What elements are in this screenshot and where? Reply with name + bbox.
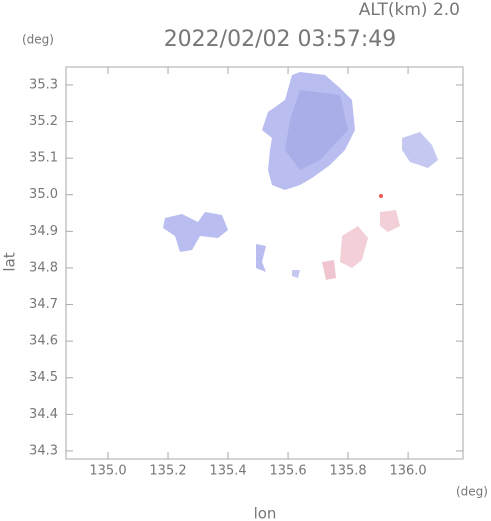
y-tick-label: 34.9 bbox=[29, 224, 58, 239]
y-tick-label: 35.3 bbox=[29, 77, 58, 92]
y-tick-label: 35.2 bbox=[29, 114, 58, 129]
y-tick-label: 35.0 bbox=[29, 187, 58, 202]
y-tick-label: 34.5 bbox=[29, 370, 58, 385]
x-tick-label: 135.4 bbox=[209, 464, 246, 479]
y-tick-label: 35.1 bbox=[29, 151, 58, 166]
y-axis-label: lat bbox=[1, 252, 19, 271]
x-tick-label: 135.0 bbox=[89, 464, 126, 479]
x-unit: (deg) bbox=[456, 485, 488, 499]
x-tick-label: 135.2 bbox=[149, 464, 186, 479]
altitude-label: ALT(km) 2.0 bbox=[359, 0, 460, 20]
x-axis-label: lon bbox=[254, 505, 277, 521]
x-tick-label: 135.6 bbox=[269, 464, 306, 479]
y-unit: (deg) bbox=[22, 33, 54, 47]
y-tick-label: 34.3 bbox=[29, 443, 58, 458]
x-tick-label: 135.8 bbox=[329, 464, 366, 479]
plot-frame bbox=[65, 66, 464, 460]
x-tick-label: 136.0 bbox=[389, 464, 426, 479]
y-tick-label: 34.6 bbox=[29, 334, 58, 349]
chart-title: 2022/02/02 03:57:49 bbox=[164, 27, 397, 52]
y-tick-label: 34.7 bbox=[29, 297, 58, 312]
y-tick-label: 34.4 bbox=[29, 407, 58, 422]
y-tick-label: 34.8 bbox=[29, 260, 58, 275]
radar-echoes bbox=[163, 72, 438, 280]
